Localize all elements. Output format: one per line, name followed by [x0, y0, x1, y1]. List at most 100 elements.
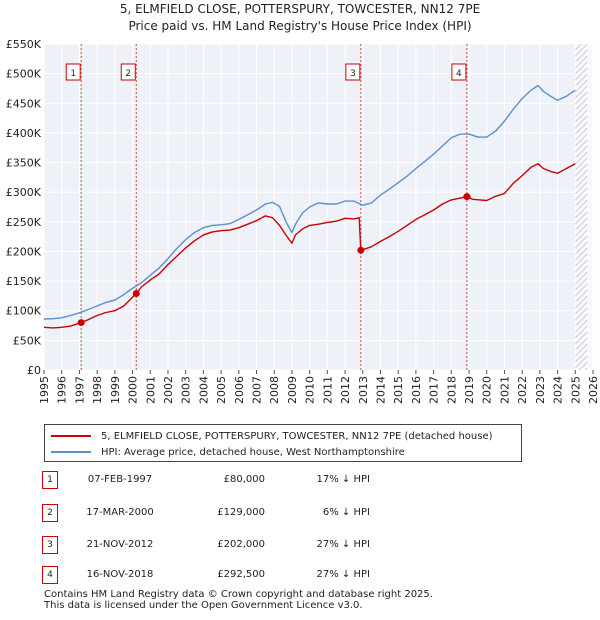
- hatch-line: [575, 44, 582, 51]
- hatch-line: [575, 79, 588, 93]
- hatch-line: [575, 44, 576, 45]
- transaction-label-box: [345, 63, 361, 81]
- hatch-line: [575, 277, 588, 291]
- hatch-line: [575, 175, 588, 189]
- hatch-line: [575, 55, 588, 69]
- hatch-line: [575, 265, 588, 279]
- hatch-line: [575, 181, 588, 195]
- x-tick-label: 2009: [286, 376, 299, 404]
- hatch-line: [575, 295, 588, 309]
- footer-copyright: Contains HM Land Registry data © Crown c…: [44, 589, 433, 600]
- legend-swatch-hpi: [51, 451, 91, 453]
- plot-area: [44, 44, 593, 370]
- x-tick-label: 2013: [357, 376, 370, 404]
- y-tick-label: £250K: [6, 216, 42, 229]
- y-tick-label: £0: [27, 364, 41, 377]
- transaction-point: [132, 290, 140, 298]
- hatch-line: [575, 325, 588, 339]
- chart-subtitle: Price paid vs. HM Land Registry's House …: [128, 19, 472, 33]
- transaction-price: £80,000: [223, 474, 265, 485]
- hatch-line: [578, 361, 588, 370]
- hatch-line: [575, 247, 588, 261]
- transaction-date: 17-MAR-2000: [86, 507, 154, 518]
- y-tick-label: £500K: [6, 68, 42, 81]
- hatch-line: [575, 223, 588, 237]
- hatch-line: [575, 241, 588, 255]
- x-tick-label: 2020: [481, 376, 494, 404]
- x-tick-label: 1998: [91, 376, 104, 404]
- hatch-line: [575, 133, 588, 147]
- hatch-line: [575, 109, 588, 123]
- transaction-price: £292,500: [217, 569, 265, 580]
- transaction-price: £202,000: [217, 539, 265, 550]
- y-tick-label: £100K: [6, 305, 42, 318]
- hatch-line: [575, 121, 588, 135]
- x-tick-label: 2011: [321, 376, 334, 404]
- x-tick-label: 2004: [197, 376, 210, 404]
- y-tick-label: £300K: [6, 186, 42, 199]
- x-tick-label: 2017: [428, 376, 441, 404]
- hatch-line: [575, 187, 588, 201]
- transaction-price: £129,000: [217, 507, 265, 518]
- x-tick-label: 2016: [410, 376, 423, 404]
- hatch-line: [575, 61, 588, 75]
- x-tick-label: 2025: [569, 376, 582, 404]
- x-tick-label: 2003: [180, 376, 193, 404]
- y-tick-label: £450K: [6, 97, 42, 110]
- y-tick-label: £150K: [6, 275, 42, 288]
- hatch-line: [575, 14, 587, 26]
- y-tick-label: £200K: [6, 245, 42, 258]
- x-tick-label: 1995: [38, 376, 51, 404]
- transaction-hpi-diff: 27% ↓ HPI: [316, 539, 370, 550]
- hatch-line: [575, 217, 588, 231]
- y-tick-label: £550K: [6, 38, 42, 51]
- y-tick-label: £350K: [6, 157, 42, 170]
- x-tick-label: 2019: [463, 376, 476, 404]
- y-tick-label: £50K: [13, 334, 42, 347]
- hatch-line: [575, 2, 587, 14]
- x-tick-label: 2006: [233, 376, 246, 404]
- x-tick-label: 2001: [144, 376, 157, 404]
- transaction-date: 07-FEB-1997: [87, 474, 153, 485]
- chart-title: 5, ELMFIELD CLOSE, POTTERSPURY, TOWCESTE…: [119, 2, 481, 16]
- hatch-line: [575, 349, 588, 363]
- x-tick-label: 2007: [251, 376, 264, 404]
- x-tick-label: 2023: [534, 376, 547, 404]
- hatch-line: [575, 235, 588, 249]
- transaction-label: 1: [70, 69, 76, 79]
- transaction-label: 4: [456, 69, 462, 79]
- x-tick-label: 1996: [56, 376, 69, 404]
- hatch-line: [575, 127, 588, 141]
- transaction-date: 16-NOV-2018: [86, 569, 154, 580]
- transaction-hpi-diff: 27% ↓ HPI: [316, 569, 370, 580]
- legend-label-property: 5, ELMFIELD CLOSE, POTTERSPURY, TOWCESTE…: [101, 430, 493, 442]
- hatch-line: [575, 193, 588, 207]
- hatch-line: [575, 283, 588, 297]
- hatch-line: [575, 145, 588, 159]
- transaction-point: [463, 193, 471, 201]
- table-row: 2 17-MAR-2000 £129,000 6% ↓ HPI: [40, 504, 400, 522]
- hatch-line: [575, 337, 588, 351]
- x-tick-label: 2018: [445, 376, 458, 404]
- hatch-line: [575, 319, 588, 333]
- hatch-line: [575, 8, 587, 20]
- hatch-line: [575, 157, 588, 171]
- x-tick-label: 2021: [498, 376, 511, 404]
- transaction-label: 3: [350, 69, 356, 79]
- transaction-label-box: [65, 63, 81, 81]
- legend-item-property: 5, ELMFIELD CLOSE, POTTERSPURY, TOWCESTE…: [51, 428, 493, 444]
- transaction-hpi-diff: 6% ↓ HPI: [322, 507, 370, 518]
- hatch-line: [575, 355, 588, 369]
- x-tick-label: 2002: [162, 376, 175, 404]
- hatch-line: [575, 67, 588, 81]
- hatch-line: [575, 26, 587, 38]
- transaction-date: 21-NOV-2012: [86, 539, 154, 550]
- hatch-line: [575, 343, 588, 357]
- hatch-line: [575, 139, 588, 153]
- x-tick-label: 2015: [392, 376, 405, 404]
- series-line-hpi: [43, 84, 576, 320]
- transaction-point: [77, 319, 85, 327]
- x-tick-label: 2010: [304, 376, 317, 404]
- transaction-label-box: [120, 63, 136, 81]
- x-tick-label: 2012: [339, 376, 352, 404]
